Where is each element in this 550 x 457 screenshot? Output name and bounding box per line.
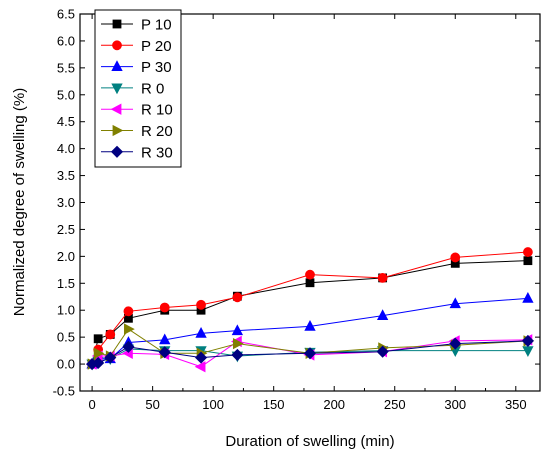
legend-marker	[112, 124, 124, 137]
x-tick-label: 200	[323, 397, 345, 412]
x-axis: 0 50 100 150 200 250 300 350	[88, 14, 527, 412]
y-tick-label: 4.5	[57, 114, 75, 129]
y-tick-label: 1.5	[57, 276, 75, 291]
data-point-p-30	[376, 309, 389, 321]
data-point-p-20	[305, 269, 315, 280]
y-tick-label: 2.0	[57, 249, 75, 264]
y-axis-title: Normalized degree of swelling (%)	[11, 88, 28, 316]
legend-item-p-30: P 30	[101, 59, 172, 76]
legend-label: P 30	[141, 59, 172, 76]
data-point-p-30	[304, 320, 316, 331]
data-point-p-30	[231, 324, 244, 336]
data-point-p-20	[123, 306, 134, 317]
series-r-20	[87, 323, 535, 370]
series-p-20	[87, 247, 533, 369]
legend-item-r-20: R 20	[101, 123, 173, 140]
data-point-r-0	[522, 346, 534, 357]
y-tick-label: 6.5	[57, 7, 75, 22]
data-point-p-20	[450, 252, 461, 263]
legend-item-r-10: R 10	[101, 102, 173, 119]
x-tick-label: 150	[263, 397, 285, 412]
legend-item-r-0: R 0	[101, 80, 164, 97]
legend-label: R 20	[141, 123, 173, 140]
legend-item-p-20: P 20	[101, 38, 172, 55]
legend-label: R 10	[141, 102, 173, 119]
y-tick-label: 4.0	[57, 141, 75, 156]
legend-item-p-10: P 10	[101, 17, 172, 34]
y-tick-label: 0.5	[57, 330, 75, 345]
data-point-p-20	[377, 272, 388, 283]
legend: P 10 P 20 P 30 R 0 R 10 R 20 R 30	[94, 9, 182, 168]
data-point-p-10	[523, 256, 533, 266]
x-tick-label: 250	[384, 397, 406, 412]
data-point-p-20	[196, 299, 206, 310]
y-axis: -0.5 0.0 0.5 1.0 1.5 2.0 2.5 3.0 3.5 4.0 4.5 5.0 5.5…	[53, 7, 540, 399]
legend-frame	[94, 9, 182, 168]
legend-marker	[111, 60, 123, 71]
data-point-r-30	[449, 337, 462, 350]
y-tick-label: -0.5	[53, 384, 75, 399]
data-point-p-20	[232, 292, 243, 303]
y-tick-label: 2.5	[57, 222, 75, 237]
data-point-r-30	[122, 340, 135, 353]
data-point-p-20	[159, 302, 170, 313]
y-tick-label: 1.0	[57, 303, 75, 318]
legend-label: P 10	[141, 17, 172, 34]
y-tick-label: 3.0	[57, 195, 75, 210]
y-tick-label: 5.0	[57, 87, 75, 102]
data-point-p-30	[522, 292, 534, 303]
legend-marker	[110, 145, 124, 158]
y-tick-label: 0.0	[57, 357, 75, 372]
data-point-r-30	[303, 347, 317, 360]
legend-item-r-30: R 30	[101, 144, 173, 161]
x-tick-label: 100	[202, 397, 224, 412]
x-tick-label: 350	[505, 397, 527, 412]
data-point-r-30	[194, 351, 208, 364]
data-point-r-30	[521, 334, 534, 347]
data-point-r-20	[124, 323, 135, 335]
data-point-p-30	[195, 327, 207, 338]
data-point-p-20	[522, 247, 533, 257]
data-point-r-20	[93, 347, 105, 359]
legend-label: P 20	[141, 38, 172, 55]
data-point-r-10	[194, 361, 206, 373]
data-point-p-30	[449, 297, 461, 309]
y-tick-label: 3.5	[57, 168, 75, 183]
legend-label: R 30	[141, 144, 173, 161]
legend-label: R 0	[141, 80, 164, 97]
legend-marker	[112, 40, 122, 51]
data-point-r-30	[158, 346, 171, 359]
x-tick-label: 0	[88, 397, 95, 412]
data-point-r-30	[376, 345, 389, 358]
legend-marker	[112, 19, 122, 29]
legend-marker	[110, 103, 122, 115]
series-r-30	[86, 334, 534, 371]
data-point-p-10	[305, 278, 315, 288]
data-point-p-10	[93, 334, 103, 344]
data-point-r-20	[232, 337, 244, 350]
y-tick-label: 6.0	[57, 33, 75, 48]
data-point-p-30	[159, 333, 171, 345]
x-axis-title: Duration of swelling (min)	[225, 433, 394, 450]
x-tick-label: 50	[145, 397, 159, 412]
y-tick-label: 5.5	[57, 60, 75, 75]
series-layer	[85, 247, 535, 373]
data-point-r-30	[92, 356, 105, 370]
x-tick-label: 300	[444, 397, 466, 412]
data-point-p-20	[105, 329, 116, 340]
data-point-r-30	[231, 348, 244, 361]
legend-marker	[111, 83, 123, 95]
data-point-r-30	[104, 351, 117, 364]
